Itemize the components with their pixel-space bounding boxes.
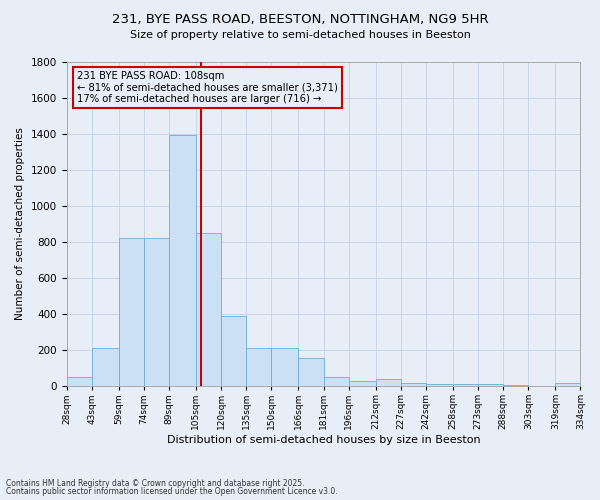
Bar: [426, 384, 453, 386]
X-axis label: Distribution of semi-detached houses by size in Beeston: Distribution of semi-detached houses by …: [167, 435, 481, 445]
Bar: [298, 358, 323, 386]
Bar: [144, 238, 169, 386]
Text: Contains public sector information licensed under the Open Government Licence v3: Contains public sector information licen…: [6, 487, 338, 496]
Bar: [246, 348, 271, 386]
Bar: [401, 382, 426, 386]
Bar: [67, 377, 92, 386]
Y-axis label: Number of semi-detached properties: Number of semi-detached properties: [15, 128, 25, 320]
Bar: [196, 233, 221, 386]
Bar: [478, 384, 503, 386]
Bar: [119, 238, 144, 386]
Text: Contains HM Land Registry data © Crown copyright and database right 2025.: Contains HM Land Registry data © Crown c…: [6, 478, 305, 488]
Bar: [169, 136, 196, 386]
Bar: [503, 385, 529, 386]
Bar: [453, 384, 478, 386]
Bar: [271, 348, 298, 386]
Bar: [323, 377, 349, 386]
Bar: [221, 316, 246, 386]
Bar: [556, 382, 580, 386]
Bar: [349, 380, 376, 386]
Text: 231 BYE PASS ROAD: 108sqm
← 81% of semi-detached houses are smaller (3,371)
17% : 231 BYE PASS ROAD: 108sqm ← 81% of semi-…: [77, 71, 338, 104]
Text: Size of property relative to semi-detached houses in Beeston: Size of property relative to semi-detach…: [130, 30, 470, 40]
Text: 231, BYE PASS ROAD, BEESTON, NOTTINGHAM, NG9 5HR: 231, BYE PASS ROAD, BEESTON, NOTTINGHAM,…: [112, 12, 488, 26]
Bar: [92, 348, 119, 386]
Bar: [376, 379, 401, 386]
